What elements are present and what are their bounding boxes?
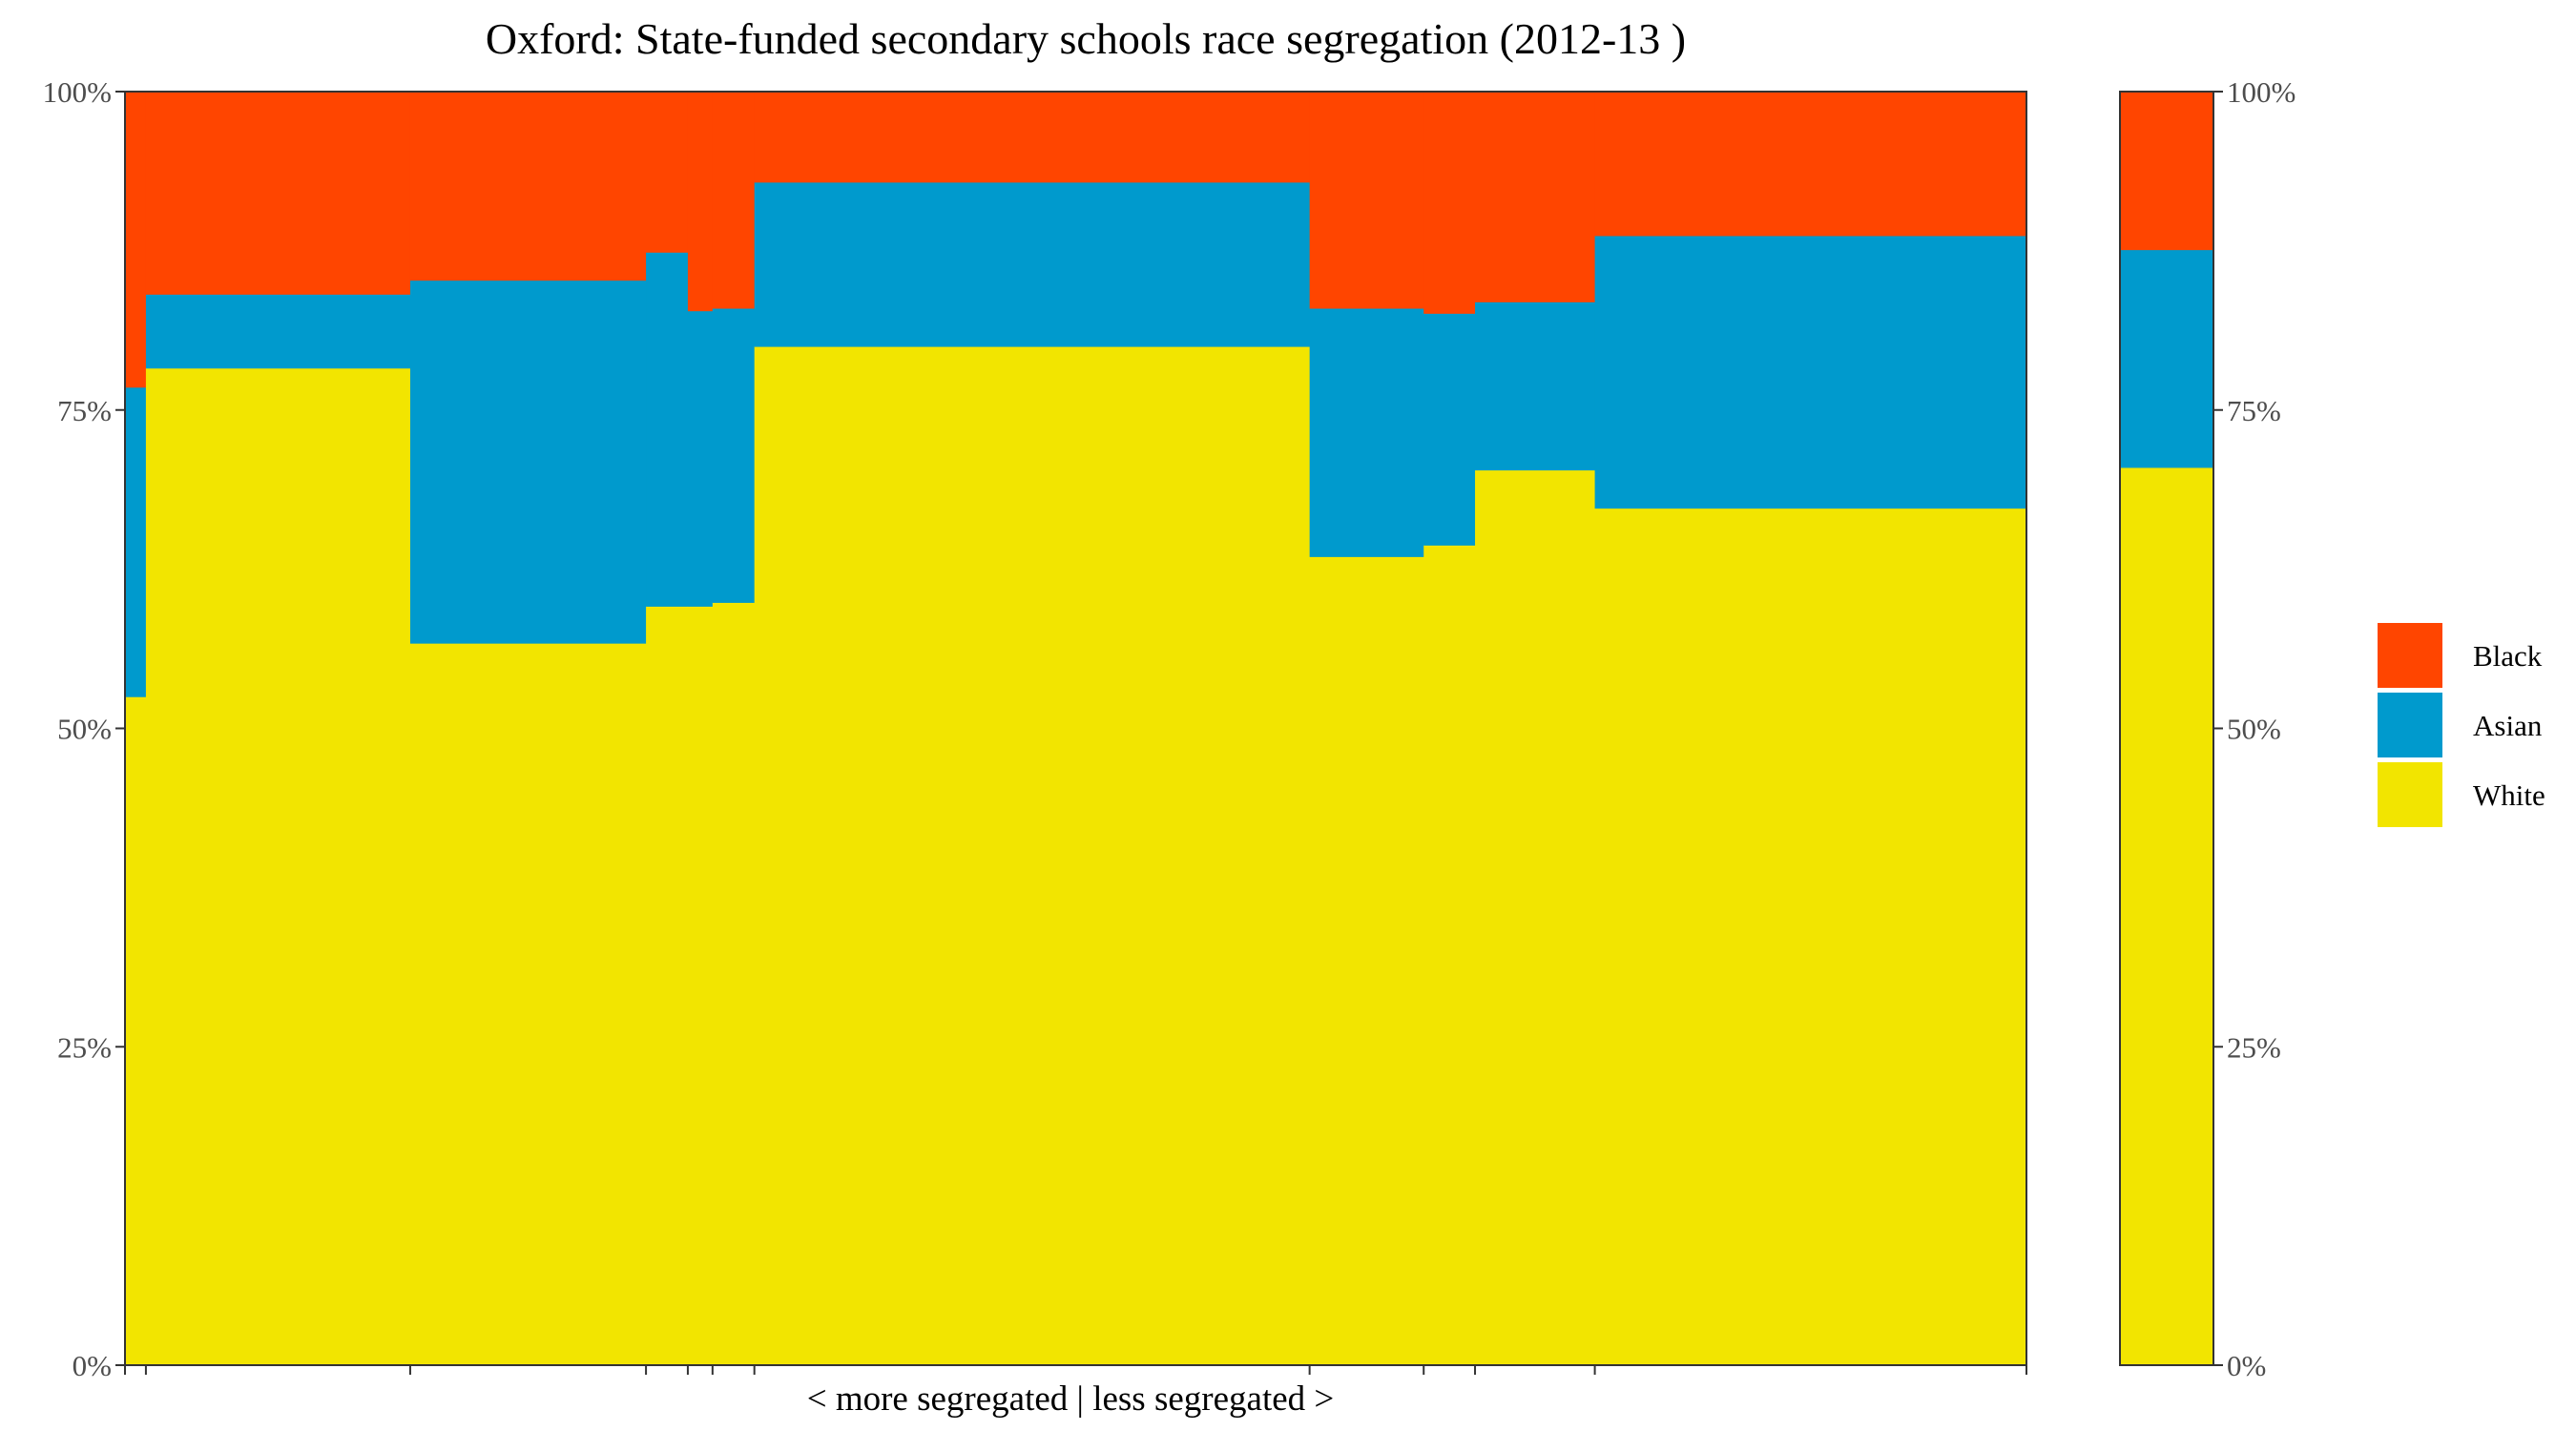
y-tick-right-label: 75% bbox=[2227, 394, 2281, 427]
y-tick-left-label: 25% bbox=[57, 1030, 112, 1064]
school-8-bar-white bbox=[1309, 556, 1424, 1366]
overall-bar-black bbox=[2120, 92, 2214, 251]
school-11-bar-asian bbox=[1594, 235, 2027, 509]
school-3-bar-asian bbox=[409, 280, 647, 644]
school-5-bar-white bbox=[687, 606, 714, 1366]
school-5-bar-black bbox=[687, 92, 714, 312]
overall-bar-asian bbox=[2120, 249, 2214, 468]
school-6-bar-asian bbox=[712, 307, 756, 603]
y-tick-left-label: 0% bbox=[73, 1349, 112, 1382]
school-2-bar-asian bbox=[145, 294, 411, 369]
school-1-bar-white bbox=[125, 696, 147, 1366]
school-10-bar-black bbox=[1475, 92, 1596, 302]
school-11-bar-white bbox=[1594, 508, 2027, 1366]
school-3-bar-white bbox=[409, 643, 647, 1366]
y-tick-left-label: 75% bbox=[57, 394, 112, 427]
school-10-bar-white bbox=[1475, 469, 1596, 1366]
school-6-bar-white bbox=[712, 602, 756, 1366]
legend: Black Asian White bbox=[2378, 623, 2545, 827]
main-panel bbox=[124, 91, 2027, 1366]
school-4-bar-asian bbox=[646, 252, 689, 607]
legend-swatch-asian bbox=[2378, 693, 2442, 757]
overall-panel bbox=[2119, 91, 2214, 1366]
school-7-bar-white bbox=[754, 346, 1311, 1366]
school-4-bar-white bbox=[646, 606, 689, 1366]
school-1-bar-asian bbox=[125, 386, 147, 697]
school-6-bar-black bbox=[712, 92, 756, 309]
school-8-bar-asian bbox=[1309, 307, 1424, 557]
y-tick-right-label: 0% bbox=[2227, 1349, 2266, 1382]
school-11-bar-black bbox=[1594, 92, 2027, 237]
school-2-bar-black bbox=[145, 92, 411, 295]
school-5-bar-asian bbox=[687, 310, 714, 607]
x-axis-label: < more segregated | less segregated > bbox=[807, 1379, 1335, 1419]
school-3-bar-black bbox=[409, 92, 647, 281]
legend-swatch-black bbox=[2378, 623, 2442, 688]
y-tick-left-label: 100% bbox=[43, 75, 112, 109]
school-7-bar-asian bbox=[754, 181, 1311, 347]
overall-bar-white bbox=[2120, 467, 2214, 1366]
y-tick-left-label: 50% bbox=[57, 713, 112, 746]
school-10-bar-asian bbox=[1475, 301, 1596, 471]
x-axis-ticks bbox=[124, 1365, 2027, 1375]
school-9-bar-white bbox=[1423, 545, 1476, 1366]
school-7-bar-black bbox=[754, 92, 1311, 183]
school-9-bar-black bbox=[1423, 92, 1476, 314]
legend-label-asian: Asian bbox=[2473, 709, 2543, 742]
legend-label-white: White bbox=[2473, 778, 2545, 812]
y-axis-right: 0% 25% 50% 75% 100% bbox=[2213, 75, 2296, 1382]
school-1-bar-black bbox=[125, 92, 147, 388]
legend-swatch-white bbox=[2378, 762, 2442, 827]
y-tick-right-label: 100% bbox=[2227, 75, 2296, 109]
chart-title: Oxford: State-funded secondary schools r… bbox=[486, 14, 1686, 63]
school-2-bar-white bbox=[145, 367, 411, 1366]
y-tick-right-label: 50% bbox=[2227, 713, 2281, 746]
legend-label-black: Black bbox=[2473, 639, 2543, 673]
y-axis-left: 0% 25% 50% 75% 100% bbox=[43, 75, 125, 1382]
y-tick-right-label: 25% bbox=[2227, 1030, 2281, 1064]
school-9-bar-asian bbox=[1423, 313, 1476, 546]
school-4-bar-black bbox=[646, 92, 689, 253]
school-8-bar-black bbox=[1309, 92, 1424, 309]
